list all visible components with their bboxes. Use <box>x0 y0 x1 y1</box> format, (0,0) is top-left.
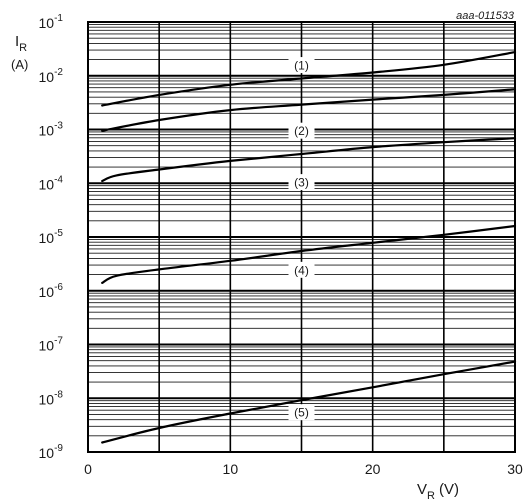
y-tick-label: 10-7 <box>39 336 64 354</box>
x-tick-label: 10 <box>223 461 239 477</box>
x-tick-label: 0 <box>84 461 92 477</box>
curve-label: (3) <box>294 176 309 190</box>
y-tick-label: 10-9 <box>39 443 64 461</box>
curve-label-bg <box>288 261 315 278</box>
y-tick-label: 10-8 <box>39 389 64 407</box>
curve-3 <box>101 137 517 183</box>
chart-code: aaa-011533 <box>456 10 515 22</box>
plot-frame <box>87 21 516 453</box>
x-tick-label: 20 <box>365 461 381 477</box>
curve-2 <box>101 88 517 132</box>
x-axis-label: VR (V) <box>417 481 459 502</box>
y-tick-label: 10-5 <box>39 228 64 246</box>
curve-5 <box>101 360 517 444</box>
x-tick-label: 30 <box>507 461 523 477</box>
curve-label: (2) <box>294 124 309 138</box>
y-axis-unit: (A) <box>11 57 28 72</box>
curve-label: (4) <box>294 263 309 277</box>
curve-label-bg <box>288 404 315 421</box>
tick-labels-layer: 0 10 20 30 10-1 10-2 10-3 10-4 10-5 10-6 10-7 10-8 1… <box>39 13 523 477</box>
curve-label-bg <box>288 122 315 139</box>
y-axis-label: IR <box>15 33 27 54</box>
plot-grid <box>87 21 516 453</box>
curve-1 <box>101 51 517 107</box>
y-tick-label: 10-1 <box>39 13 64 31</box>
curve-label-bg <box>288 57 315 74</box>
y-tick-label: 10-6 <box>39 282 64 300</box>
y-tick-label: 10-2 <box>39 67 64 85</box>
curve-labels-layer: (1) (2) (3) (4) (5) <box>288 57 315 421</box>
y-tick-label: 10-4 <box>39 174 64 192</box>
curve-4 <box>101 224 517 284</box>
curve-label-bg <box>288 174 315 191</box>
y-tick-label: 10-3 <box>39 121 64 139</box>
curve-label: (5) <box>294 406 309 420</box>
curves-layer <box>101 51 517 444</box>
curve-label: (1) <box>294 59 309 73</box>
